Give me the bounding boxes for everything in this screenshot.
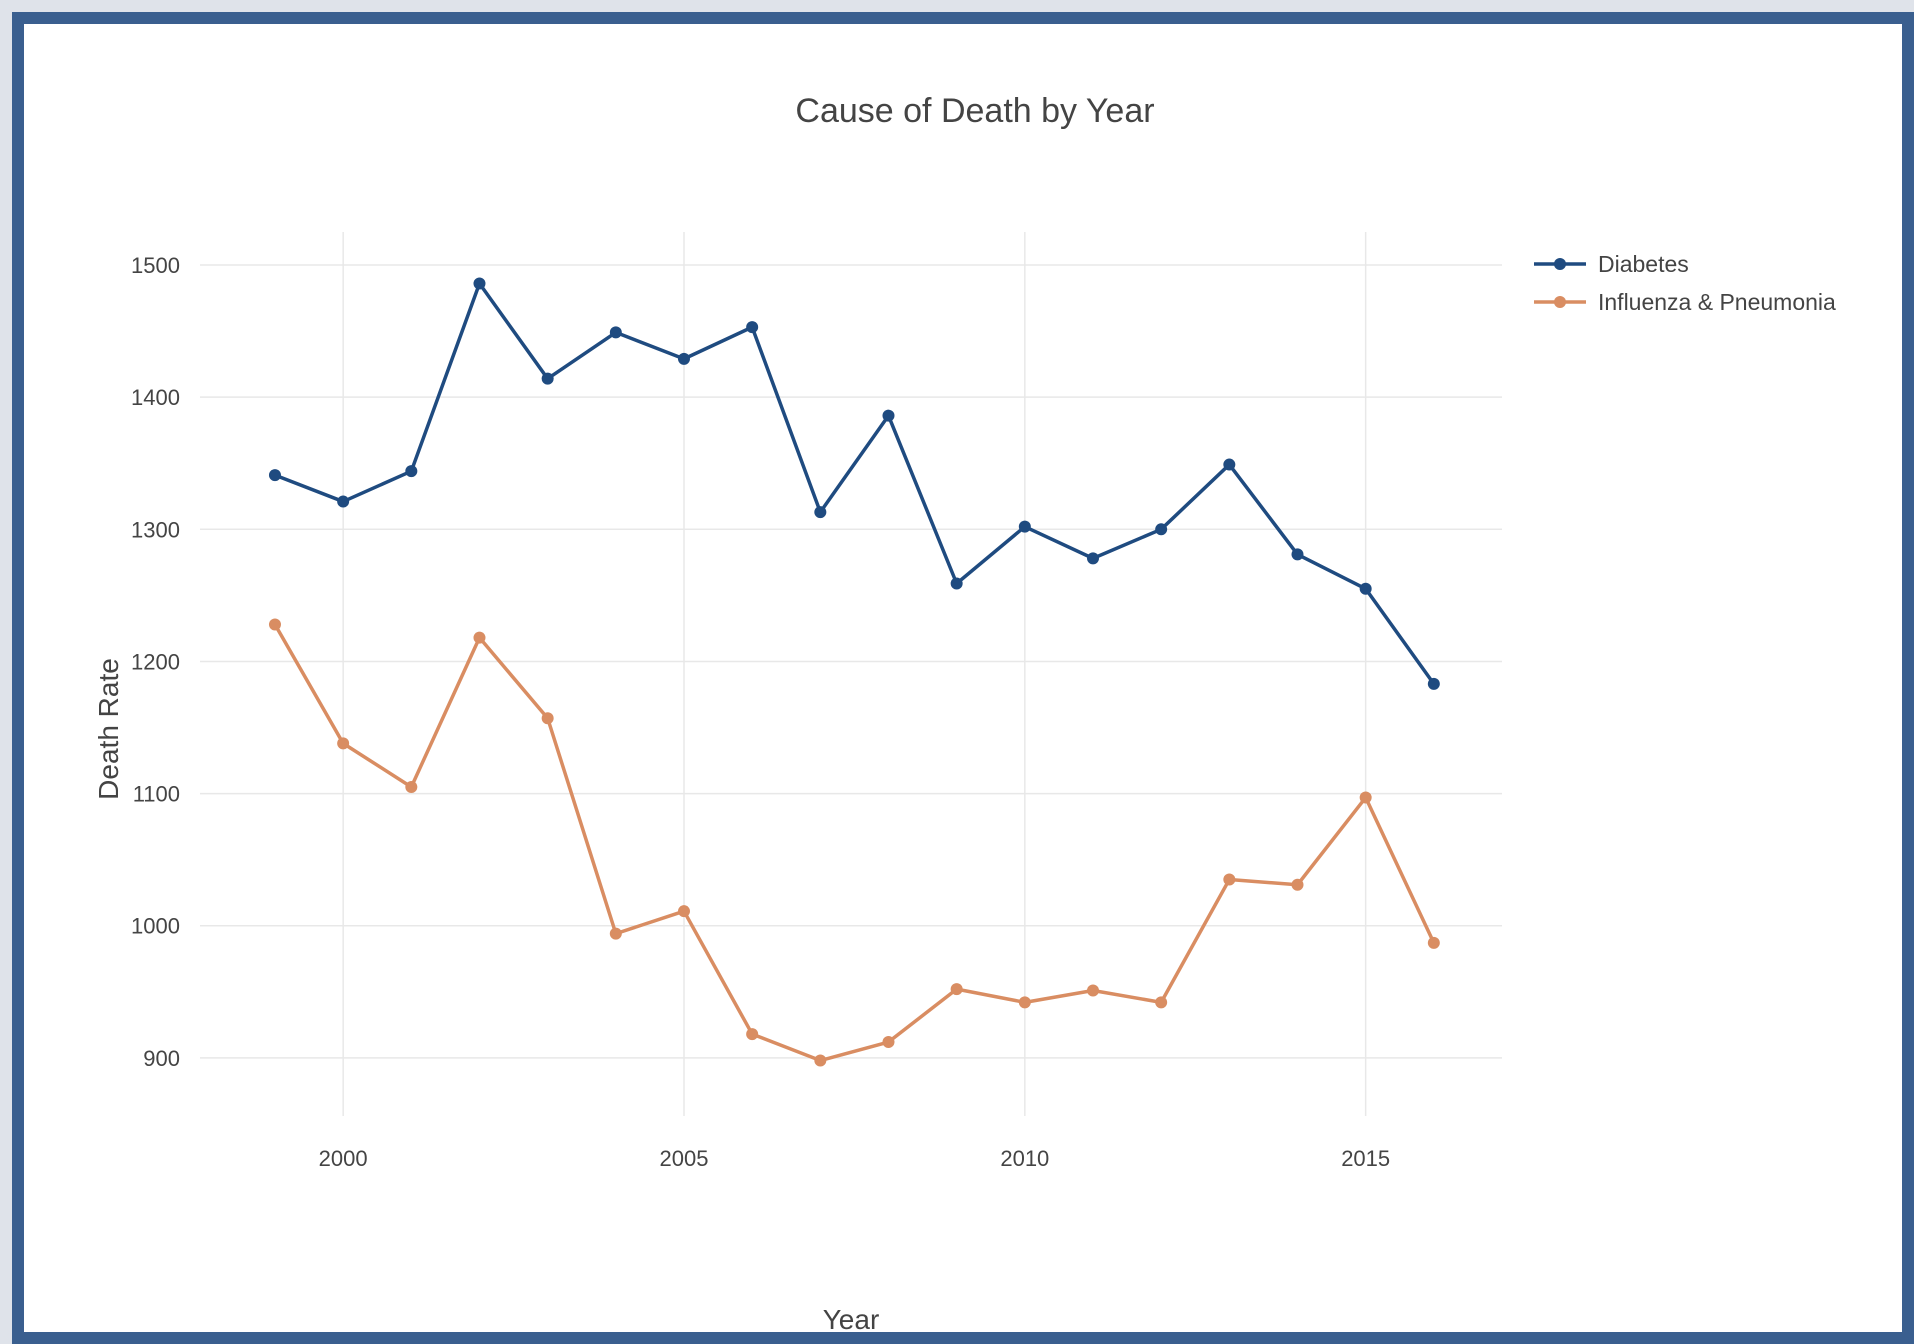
data-point[interactable] [609,927,622,940]
data-point[interactable] [950,983,963,996]
data-point[interactable] [268,469,281,482]
data-point[interactable] [405,465,418,478]
data-point[interactable] [746,1028,759,1041]
y-tick-label: 1200 [131,649,180,674]
data-point[interactable] [882,409,895,422]
data-point[interactable] [1018,520,1031,533]
data-point[interactable] [609,326,622,339]
data-point[interactable] [677,352,690,365]
legend-item-diabetes[interactable]: Diabetes [1534,251,1689,277]
data-point[interactable] [405,780,418,793]
data-point[interactable] [814,1054,827,1067]
x-tick-label: 2005 [660,1146,709,1171]
y-tick-label: 1400 [131,385,180,410]
x-tick-label: 2000 [319,1146,368,1171]
y-tick-label: 900 [143,1046,180,1071]
data-point[interactable] [950,577,963,590]
data-point[interactable] [541,372,554,385]
legend-swatch-marker [1554,258,1566,270]
grid-layer [200,232,1502,1116]
data-point[interactable] [1086,984,1099,997]
chart-frame: Cause of Death by Year 2000 2005 2010 2015 9… [12,12,1914,1344]
legend: Diabetes Influenza & Pneumonia [1534,251,1836,315]
series-line-diabetes [274,281,1436,685]
data-point[interactable] [1291,878,1304,891]
data-point[interactable] [814,506,827,519]
data-point[interactable] [1223,873,1236,886]
data-point[interactable] [1359,791,1372,804]
data-point[interactable] [1155,996,1168,1009]
y-tick-label: 1100 [133,782,180,807]
data-point[interactable] [473,631,486,644]
y-tick-label: 1300 [131,517,180,542]
data-point[interactable] [1427,936,1440,949]
data-point[interactable] [882,1036,895,1049]
data-point[interactable] [1155,523,1168,536]
series-influenza-pneumonia [268,618,1440,1067]
data-point[interactable] [1223,458,1236,471]
legend-label: Influenza & Pneumonia [1598,289,1836,315]
data-point[interactable] [268,618,281,631]
y-tick-label: 1000 [131,914,180,939]
y-tick-label: 1500 [131,253,180,278]
tick-layer: 2000 2005 2010 2015 900 1000 1100 1200 1300 1400 1… [131,253,1390,1171]
data-point[interactable] [677,905,690,918]
data-point[interactable] [337,737,350,750]
x-axis-title: Year [823,1304,880,1332]
data-point[interactable] [1291,548,1304,561]
series-line-influenza-pneumonia [273,623,1436,1063]
x-tick-label: 2010 [1000,1146,1049,1171]
data-point[interactable] [473,277,486,290]
legend-swatch-marker [1554,296,1566,308]
legend-label: Diabetes [1598,251,1689,277]
data-point[interactable] [746,321,759,334]
y-axis-title: Death Rate [93,658,124,800]
line-chart: Cause of Death by Year 2000 2005 2010 2015 9… [93,92,1836,1332]
data-point[interactable] [1427,677,1440,690]
chart-title: Cause of Death by Year [795,92,1154,130]
series-diabetes [268,277,1440,690]
data-point[interactable] [541,712,554,725]
legend-item-influenza-pneumonia[interactable]: Influenza & Pneumonia [1534,289,1836,315]
data-point[interactable] [1359,582,1372,595]
data-point[interactable] [1086,552,1099,565]
data-point[interactable] [337,495,350,508]
series-layer [268,277,1440,1067]
data-point[interactable] [1018,996,1031,1009]
x-tick-label: 2015 [1341,1146,1390,1171]
